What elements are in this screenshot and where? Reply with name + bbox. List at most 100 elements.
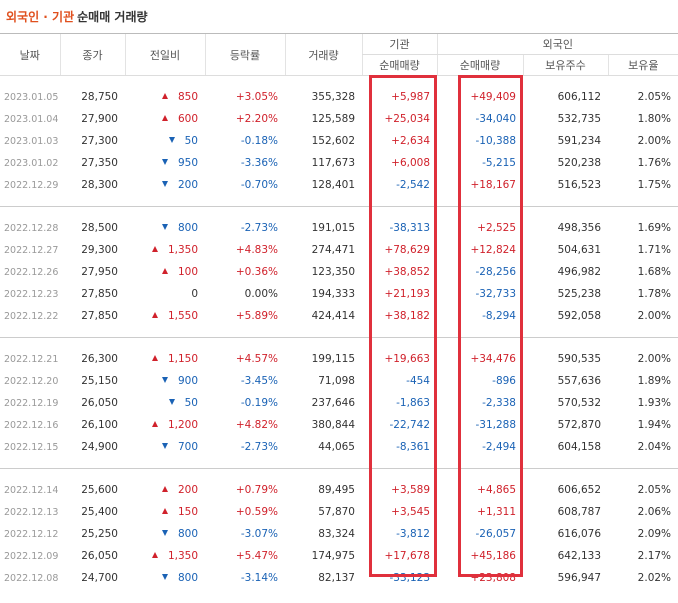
volume-cell: 152,602 [311,135,355,147]
volume-cell: 57,870 [318,506,355,518]
volume-cell: 380,844 [311,419,355,431]
date-cell: 2022.12.20 [4,375,59,387]
close-cell: 26,300 [81,353,118,365]
foreign-ratio-cell: 2.06% [637,506,672,518]
foreign-holdings-cell: 591,234 [557,135,601,147]
row: 2022.12.15 24,900 700 -2.73% 44,065 -8,361 -2,… [0,436,678,458]
volume-cell: 117,673 [311,157,355,169]
change-value: 1,550 [167,310,198,322]
col-header: 거래량 [284,33,362,76]
volume-cell: 89,495 [318,484,355,496]
change-arrow [161,377,168,383]
foreign-ratio-cell: 1.69% [637,222,672,234]
change-value: 800 [177,222,198,234]
change-arrow [161,574,168,580]
change-value: 850 [177,91,198,103]
title: 외국인 · 기관 순매매 거래량 [6,8,148,25]
inst-net-cell: +5,987 [391,91,430,103]
change-arrow [161,115,168,121]
change-rate-cell: -3.14% [240,572,278,584]
foreign-net-cell: -10,388 [475,135,516,147]
change-cell: 950 [125,152,205,174]
volume-cell: 123,350 [311,266,355,278]
volume-cell: 83,324 [318,528,355,540]
foreign-holdings-cell: 498,356 [557,222,601,234]
row: 2022.12.27 29,300 1,350 +4.83% 274,471 +78,62… [0,239,678,261]
inst-net-cell: +78,629 [384,244,430,256]
change-value: 1,350 [167,244,198,256]
close-cell: 27,950 [81,266,118,278]
change-cell: 100 [125,261,205,283]
inst-net-cell: +21,193 [384,288,430,300]
change-cell: 50 [125,392,205,414]
change-cell: 50 [125,130,205,152]
volume-cell: 191,015 [311,222,355,234]
inst-net-cell: +25,034 [384,113,430,125]
inst-net-cell: -38,313 [389,222,430,234]
change-arrow [161,508,168,514]
change-value: 1,200 [167,419,198,431]
change-arrow [161,224,168,230]
change-arrow [151,355,158,361]
change-rate-cell: -3.45% [240,375,278,387]
inst-net-cell: +2,634 [391,135,430,147]
row: 2022.12.29 28,300 200 -0.70% 128,401 -2,542 +1… [0,174,678,196]
change-arrow [151,312,158,318]
foreign-ratio-cell: 1.76% [637,157,672,169]
change-rate-cell: -2.73% [240,222,278,234]
change-arrow [161,159,168,165]
date-cell: 2022.12.23 [4,288,59,300]
col-header: 기관 [361,33,437,55]
foreign-net-cell: +2,525 [477,222,516,234]
volume-cell: 424,414 [311,310,355,322]
change-rate-cell: +0.79% [235,484,278,496]
subcol-header: 순매매량 [361,54,437,76]
subcol-header: 순매매량 [436,54,523,76]
change-arrow [151,246,158,252]
foreign-net-cell: +1,311 [477,506,516,518]
foreign-ratio-cell: 1.71% [637,244,672,256]
close-cell: 27,850 [81,288,118,300]
foreign-ratio-cell: 2.00% [637,135,672,147]
date-cell: 2022.12.19 [4,397,59,409]
foreign-ratio-cell: 2.04% [637,441,672,453]
change-rate-cell: -0.19% [240,397,278,409]
row: 2022.12.16 26,100 1,200 +4.82% 380,844 -22,74… [0,414,678,436]
change-cell: 850 [125,86,205,108]
change-value: 150 [177,506,198,518]
change-arrow [161,181,168,187]
foreign-holdings-cell: 590,535 [557,353,601,365]
change-value: 800 [177,572,198,584]
change-rate-cell: -0.70% [240,179,278,191]
close-cell: 26,050 [81,550,118,562]
foreign-net-cell: +18,167 [470,179,516,191]
volume-cell: 71,098 [318,375,355,387]
change-rate-cell: +5.89% [235,310,278,322]
date-cell: 2023.01.04 [4,113,59,125]
row: 2022.12.20 25,150 900 -3.45% 71,098 -454 -896 5… [0,370,678,392]
foreign-net-cell: -896 [492,375,516,387]
change-arrow [151,552,158,558]
change-value: 1,350 [167,550,198,562]
change-cell: 1,150 [125,348,205,370]
foreign-net-cell: -34,040 [475,113,516,125]
date-cell: 2022.12.22 [4,310,59,322]
close-cell: 26,050 [81,397,118,409]
row: 2022.12.08 24,700 800 -3.14% 82,137 -33,123 +2… [0,567,678,589]
close-cell: 25,400 [81,506,118,518]
change-cell: 200 [125,174,205,196]
foreign-holdings-cell: 557,636 [557,375,601,387]
inst-net-cell: -1,863 [396,397,430,409]
spacer [0,196,678,217]
inst-net-cell: -2,542 [396,179,430,191]
change-value: 50 [184,135,198,147]
change-cell: 1,350 [125,545,205,567]
change-arrow [161,486,168,492]
close-cell: 25,150 [81,375,118,387]
date-cell: 2022.12.16 [4,419,59,431]
foreign-net-cell: -2,494 [482,441,516,453]
foreign-holdings-cell: 606,112 [557,91,601,103]
change-rate-cell: +2.20% [235,113,278,125]
change-rate-cell: +0.59% [235,506,278,518]
